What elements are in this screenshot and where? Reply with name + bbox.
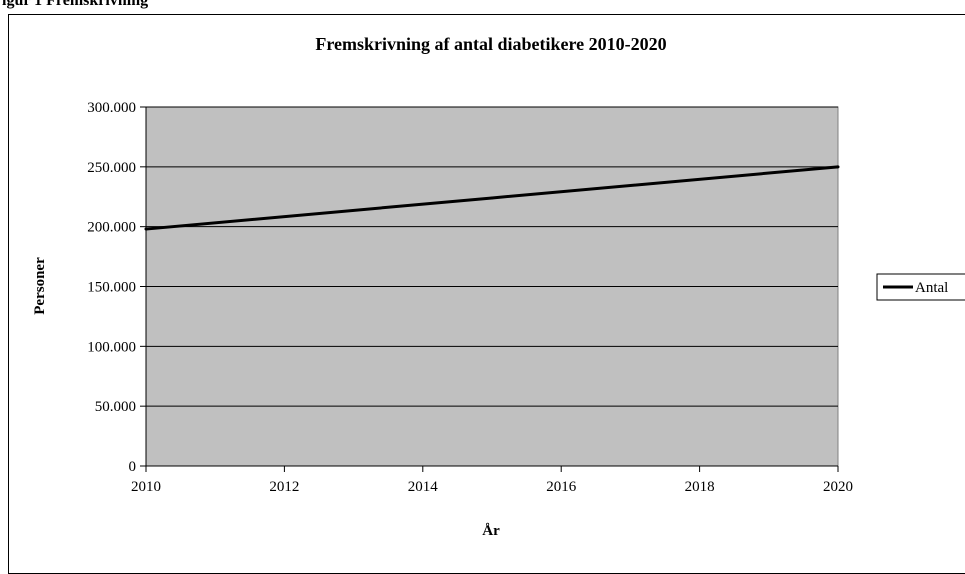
y-tick-label: 250.000 xyxy=(87,160,136,176)
x-tick-label: 2018 xyxy=(685,479,715,495)
grid-lines xyxy=(146,106,838,407)
y-axis-label: Personer xyxy=(32,257,48,315)
line-chart: Fremskrivning af antal diabetikere 2010-… xyxy=(32,34,965,539)
legend: Antal xyxy=(876,273,965,301)
x-tick-label: 2010 xyxy=(131,479,161,495)
y-tick-label: 50.000 xyxy=(95,399,136,415)
data-point xyxy=(490,196,494,200)
chart-title: Fremskrivning af antal diabetikere 2010-… xyxy=(315,34,666,54)
x-tick-label: 2016 xyxy=(546,479,577,495)
y-tick-label: 300.000 xyxy=(87,100,136,116)
y-axis-ticks: 0 50.000 100.000 150.000 200.000 250.000 300.0… xyxy=(87,100,146,475)
data-point xyxy=(144,227,148,231)
y-tick-label: 0 xyxy=(129,459,137,475)
data-point xyxy=(836,165,840,169)
series-layer xyxy=(144,165,840,231)
y-tick-label: 200.000 xyxy=(87,220,136,236)
y-tick-label: 150.000 xyxy=(87,280,136,296)
y-tick-label: 100.000 xyxy=(87,339,136,355)
x-tick-label: 2014 xyxy=(408,479,439,495)
figure-caption-fragment: igur 1 Fremskrivning xyxy=(2,0,149,9)
legend-label-antal: Antal xyxy=(915,280,948,296)
x-tick-label: 2020 xyxy=(823,479,853,495)
x-tick-label: 2012 xyxy=(269,479,299,495)
x-axis-label: År xyxy=(482,523,500,539)
x-axis-ticks: 2010 2012 2014 2016 2018 2020 xyxy=(131,466,853,495)
